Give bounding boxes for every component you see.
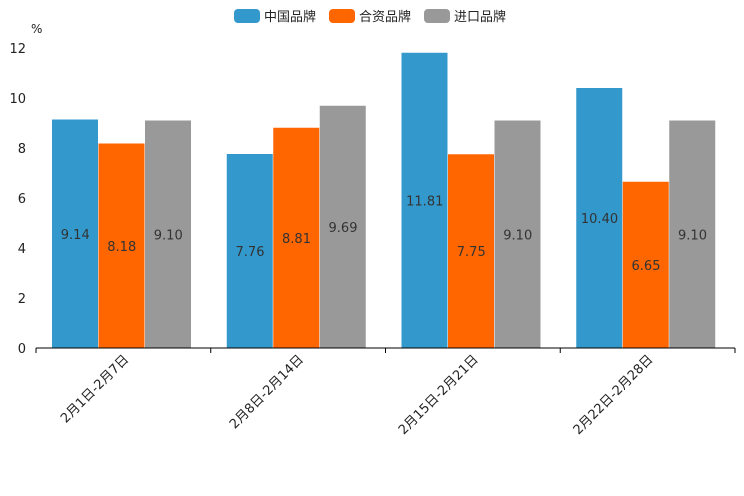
legend-swatch [234, 9, 260, 23]
x-tick-label: 2月15日-2月21日 [396, 352, 482, 438]
legend-swatch [329, 9, 355, 23]
x-tick-label: 2月22日-2月28日 [571, 352, 657, 438]
bar-value-label: 7.75 [457, 245, 486, 260]
bar [448, 154, 494, 348]
y-tick-label: 4 [18, 242, 26, 257]
y-tick-label: 10 [9, 92, 26, 107]
y-tick-label: 0 [18, 342, 26, 357]
bar-value-label: 9.14 [61, 228, 90, 243]
bar [226, 154, 273, 348]
bar [494, 120, 541, 348]
bar [669, 120, 716, 348]
legend: 中国品牌 合资品牌 进口品牌 [234, 9, 506, 25]
x-tick-label: 2月1日-2月7日 [58, 352, 132, 426]
y-axis: 0 2 4 6 8 10 12 [9, 42, 26, 357]
x-axis: 2月1日-2月7日 2月8日-2月14日 2月15日-2月21日 2月22日-2月28… [35, 347, 736, 438]
bar-value-label: 11.81 [406, 194, 443, 209]
bar [273, 127, 320, 348]
bar [98, 143, 145, 348]
bar [622, 181, 669, 348]
legend-swatch [424, 9, 450, 23]
legend-label: 进口品牌 [454, 9, 506, 25]
bar-value-label: 8.81 [282, 232, 311, 247]
bars: 9.14 8.18 9.10 7.76 8.81 9.69 11.81 7.75 9.10 10.… [52, 52, 716, 348]
y-tick-label: 6 [18, 192, 26, 207]
bar [145, 120, 191, 348]
bar [576, 88, 623, 348]
bar [52, 119, 98, 348]
bar-value-label: 7.76 [236, 245, 265, 260]
bar-value-label: 9.69 [329, 221, 358, 236]
y-tick-label: 12 [9, 42, 26, 57]
legend-label: 合资品牌 [359, 9, 411, 25]
y-tick-label: 8 [18, 142, 26, 157]
bar [401, 52, 448, 348]
x-tick-label: 2月8日-2月14日 [227, 352, 307, 432]
bar [319, 105, 366, 348]
bar-value-label: 9.10 [154, 228, 183, 243]
y-axis-unit-label: % [31, 22, 42, 36]
bar-value-label: 10.40 [581, 212, 618, 227]
bar-value-label: 8.18 [107, 240, 136, 255]
y-tick-label: 2 [18, 292, 26, 307]
bar-value-label: 9.10 [678, 228, 707, 243]
legend-label: 中国品牌 [264, 9, 316, 25]
bar-value-label: 6.65 [632, 259, 661, 274]
bar-value-label: 9.10 [503, 228, 532, 243]
